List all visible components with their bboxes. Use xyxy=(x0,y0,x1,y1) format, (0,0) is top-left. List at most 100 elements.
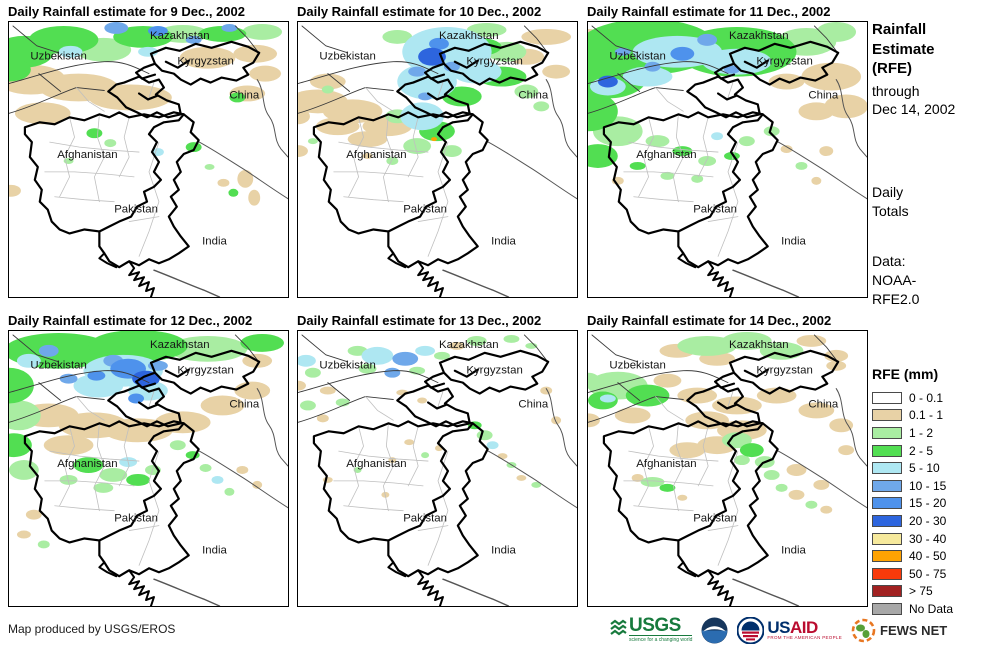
rainfall-map: Kazakhstan Uzbekistan Kyrgyzstan China Afgha… xyxy=(587,21,868,298)
border-kyrgyzstan xyxy=(134,349,261,395)
rain-cell xyxy=(597,75,618,88)
rain-cell xyxy=(104,22,129,34)
rain-cell xyxy=(724,65,740,74)
rainfall-map: Kazakhstan Uzbekistan Kyrgyzstan China Afgha… xyxy=(297,21,578,298)
border-kazakh-china xyxy=(813,334,837,361)
rain-cell xyxy=(516,474,527,481)
map-label-afghanistan: Afghanistan xyxy=(346,458,406,470)
rain-cell xyxy=(820,505,833,514)
rain-cell xyxy=(531,481,542,488)
map-label-kazakhstan: Kazakhstan xyxy=(439,30,499,42)
legend-swatch xyxy=(872,532,902,545)
rain-cell xyxy=(300,400,316,411)
rain-cell xyxy=(614,47,631,56)
legend-swatch xyxy=(872,514,902,527)
map-label-uzbekistan: Uzbekistan xyxy=(609,360,665,372)
rain-cell xyxy=(9,400,41,431)
usaid-emblem-icon xyxy=(737,616,765,644)
border-afghanistan xyxy=(23,420,185,544)
panel-title: Daily Rainfall estimate for 12 Dec., 200… xyxy=(8,313,253,328)
rain-cell xyxy=(629,161,646,170)
legend-label: 5 - 10 xyxy=(909,461,940,476)
legend-swatch xyxy=(872,462,902,475)
rain-cell xyxy=(622,66,673,87)
map-label-afghanistan: Afghanistan xyxy=(346,149,406,161)
legend-row: 40 - 50 xyxy=(872,547,953,565)
rain-cell xyxy=(58,45,83,58)
rain-cell xyxy=(798,402,835,419)
rain-cell xyxy=(644,61,661,72)
legend-swatch xyxy=(872,409,902,422)
rain-cell xyxy=(224,487,235,496)
rain-cell xyxy=(233,44,278,63)
map-label-uzbekistan: Uzbekistan xyxy=(319,51,375,63)
border-pakistan xyxy=(677,113,779,269)
rain-cell xyxy=(59,373,78,384)
sidebar: Rainfall Estimate (RFE) through Dec 14, … xyxy=(870,0,982,649)
rain-cell xyxy=(540,386,553,395)
border-pakistan xyxy=(387,113,489,269)
rain-cell xyxy=(361,346,394,365)
rain-cell xyxy=(711,132,724,141)
rain-cell xyxy=(25,509,42,520)
rain-cell xyxy=(229,92,246,103)
rain-cell xyxy=(9,367,34,404)
usgs-tagline: science for a changing world xyxy=(629,635,693,643)
map-label-afghanistan: Afghanistan xyxy=(57,149,117,161)
panel-title: Daily Rainfall estimate for 11 Dec., 200… xyxy=(587,4,831,19)
coastline-east xyxy=(732,269,800,297)
rain-cell xyxy=(824,94,867,119)
map-label-kyrgyzstan: Kyrgyzstan xyxy=(466,365,522,377)
rain-cell xyxy=(669,442,706,459)
rain-cell xyxy=(670,46,695,61)
border-thin-northwest xyxy=(591,334,641,401)
map-label-china: China xyxy=(518,398,548,410)
rain-cell xyxy=(59,474,78,485)
legend-swatch xyxy=(872,426,902,439)
rain-cell xyxy=(640,476,665,487)
coastline-delta xyxy=(387,561,444,606)
rain-cell xyxy=(677,335,737,356)
legend-label: 2 - 5 xyxy=(909,443,934,458)
rain-cell xyxy=(588,91,618,132)
usgs-logo: USGS science for a changing world xyxy=(610,615,693,643)
border-tajikistan xyxy=(686,384,761,428)
rain-cell xyxy=(249,65,282,82)
rain-cell xyxy=(298,354,316,367)
rain-cell xyxy=(169,440,186,451)
rain-cell xyxy=(9,184,21,197)
legend-row: 0.1 - 1 xyxy=(872,407,953,425)
rain-cell xyxy=(16,353,41,368)
rain-cell xyxy=(466,335,487,346)
map-label-pakistan: Pakistan xyxy=(114,513,158,525)
border-tajikistan xyxy=(686,75,761,119)
rain-cell xyxy=(304,367,321,378)
map-label-kazakhstan: Kazakhstan xyxy=(150,339,210,351)
rain-cell xyxy=(431,137,438,142)
rain-cell xyxy=(298,380,306,391)
usgs-name: USGS xyxy=(629,615,681,636)
rain-cell xyxy=(138,46,158,57)
border-china-india xyxy=(486,388,577,509)
rain-cell xyxy=(16,530,31,539)
rain-cell xyxy=(211,475,224,484)
rain-cell xyxy=(88,331,188,362)
map-label-uzbekistan: Uzbekistan xyxy=(30,360,86,372)
border-pakistan xyxy=(98,422,200,578)
legend-row: 5 - 10 xyxy=(872,459,953,477)
rain-cell xyxy=(722,331,772,350)
rain-cell xyxy=(819,146,834,157)
border-kazakh-uzbek xyxy=(298,370,439,423)
rain-cell xyxy=(702,48,772,75)
rain-cell xyxy=(228,188,239,197)
map-panel: Daily Rainfall estimate for 9 Dec., 2002… xyxy=(8,3,289,298)
border-kazakh-china xyxy=(234,25,258,52)
border-kazakh-china xyxy=(523,334,547,361)
panel-title: Daily Rainfall estimate for 14 Dec., 200… xyxy=(587,313,832,328)
rain-cell xyxy=(434,351,450,360)
map-label-kyrgyzstan: Kyrgyzstan xyxy=(466,56,522,68)
usaid-name: USAID xyxy=(767,618,818,637)
border-afghanistan xyxy=(602,420,764,544)
rain-cell xyxy=(384,367,401,378)
legend-row: 1 - 2 xyxy=(872,424,953,442)
